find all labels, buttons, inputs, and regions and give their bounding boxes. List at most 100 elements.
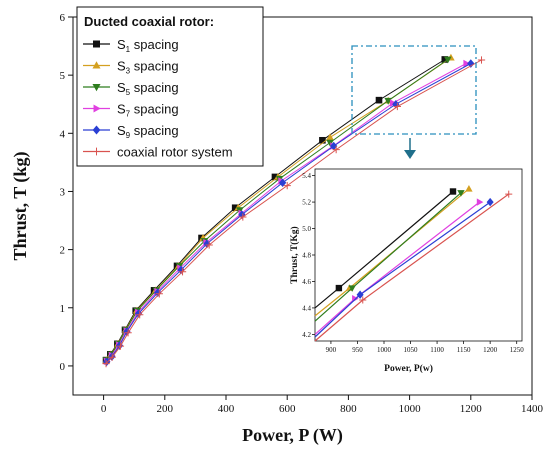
legend-label-rest: spacing xyxy=(130,59,178,74)
legend-label-rest: spacing xyxy=(130,80,178,95)
inset-data-point xyxy=(335,284,343,292)
legend-label-subscript: 7 xyxy=(126,110,131,119)
data-point xyxy=(155,290,163,298)
data-point xyxy=(330,141,338,151)
data-point xyxy=(239,213,247,221)
legend-swatch-marker xyxy=(92,61,101,69)
zoom-arrow-head xyxy=(404,150,416,159)
legend-label-subscript: 3 xyxy=(126,67,131,76)
legend-label-main: S xyxy=(117,59,126,74)
y-tick-label: 5 xyxy=(60,70,66,82)
legend-swatch-marker xyxy=(93,40,100,48)
data-point xyxy=(393,102,401,111)
series-5 xyxy=(102,56,486,368)
inset-x-tick-label: 900 xyxy=(326,346,337,354)
inset-x-tick-label: 1200 xyxy=(483,346,498,354)
inset-plot: 900 950 1000 1050 1100 1150 1200 1250 4.2 4.4 4.6 4… xyxy=(289,168,525,374)
legend-title: Ducted coaxial rotor: xyxy=(84,14,214,29)
inset-data-point xyxy=(476,198,484,206)
legend-label: coaxial rotor system xyxy=(117,145,233,160)
legend-label: S9 spacing xyxy=(117,123,179,140)
inset-x-axis-title: Power, P(w) xyxy=(384,363,433,374)
inset-x-tick-label: 1150 xyxy=(457,346,471,354)
x-tick-label: 400 xyxy=(218,403,235,415)
legend-label-rest: spacing xyxy=(130,102,178,117)
inset-y-axis-title: Thrust, T(Kg) xyxy=(289,226,300,283)
data-point xyxy=(154,288,162,297)
inset-data-point xyxy=(449,188,457,195)
legend-label-rest: spacing xyxy=(130,37,178,52)
data-point xyxy=(326,133,334,141)
data-point xyxy=(332,145,340,154)
legend-swatch-marker xyxy=(92,125,101,135)
legend-item: S9 spacing xyxy=(83,123,179,140)
data-point xyxy=(115,341,124,350)
inset-y-tick-label: 5.4 xyxy=(302,172,311,180)
legend-item: S1 spacing xyxy=(83,37,179,54)
data-point xyxy=(134,309,143,318)
data-point xyxy=(178,268,187,276)
zoom-region-rect xyxy=(351,45,477,135)
legend-label-subscript: 1 xyxy=(126,45,131,54)
legend-item: S3 spacing xyxy=(83,59,179,76)
data-point xyxy=(278,178,287,188)
y-tick-label: 0 xyxy=(60,361,66,373)
data-point xyxy=(103,357,111,367)
legend-label-main: S xyxy=(117,37,126,52)
plot-frame xyxy=(72,16,533,396)
data-point xyxy=(477,56,486,64)
x-tick-label: 800 xyxy=(340,403,357,415)
data-point xyxy=(467,59,475,68)
legend-label-subscript: 9 xyxy=(126,131,131,140)
legend-item: coaxial rotor system xyxy=(83,145,233,160)
data-point xyxy=(124,329,132,337)
data-point xyxy=(283,182,291,190)
inset-series-0 xyxy=(314,188,457,309)
inset-data-point xyxy=(356,290,364,299)
legend-swatch-marker xyxy=(93,104,101,113)
data-point xyxy=(375,96,383,104)
inset-data-point xyxy=(505,190,513,198)
legend-label-main: S xyxy=(117,80,126,95)
data-point xyxy=(136,311,144,319)
inset-y-tick-label: 5.0 xyxy=(302,225,311,233)
legend-label: S3 spacing xyxy=(117,59,179,76)
data-point xyxy=(319,136,326,144)
x-tick-label: 600 xyxy=(279,403,296,415)
inset-series-2 xyxy=(314,190,465,322)
data-point xyxy=(441,56,449,63)
inset-data-point xyxy=(359,296,367,304)
x-tick-label: 1000 xyxy=(399,403,422,415)
x-tick-label: 1200 xyxy=(460,403,483,415)
legend-label-rest: spacing xyxy=(130,123,178,138)
legend-label: S1 spacing xyxy=(117,37,179,54)
y-tick-label: 6 xyxy=(60,12,66,24)
x-axis-title: Power, P (W) xyxy=(242,425,343,446)
inset-series-5 xyxy=(314,190,513,342)
inset-x-tick-label: 1250 xyxy=(510,346,525,354)
inset-x-tick-label: 950 xyxy=(352,346,363,354)
inset-data-point xyxy=(457,190,465,197)
y-tick-label: 4 xyxy=(60,128,66,140)
legend-label: S5 spacing xyxy=(117,80,179,97)
data-point xyxy=(123,327,131,336)
inset-data-point xyxy=(486,197,494,207)
data-point xyxy=(271,173,279,181)
data-point xyxy=(231,204,239,212)
inset-frame xyxy=(314,168,523,342)
data-point xyxy=(116,342,125,350)
main-plot: 0 200 400 600 800 1000 1200 1400 0 1 2 3 4 5 6 Power, P… xyxy=(10,12,544,446)
legend-item: S5 spacing xyxy=(83,80,179,97)
y-tick-label: 2 xyxy=(60,245,66,257)
legend-swatch-marker xyxy=(92,84,101,92)
data-point xyxy=(108,353,116,361)
inset-data-point xyxy=(465,185,473,192)
inset-data-point xyxy=(348,285,356,292)
x-tick-label: 0 xyxy=(101,403,107,415)
legend-item: S7 spacing xyxy=(83,102,179,119)
y-tick-label: 1 xyxy=(60,303,66,315)
inset-series-4 xyxy=(314,197,494,338)
legend-label-main: S xyxy=(117,123,126,138)
